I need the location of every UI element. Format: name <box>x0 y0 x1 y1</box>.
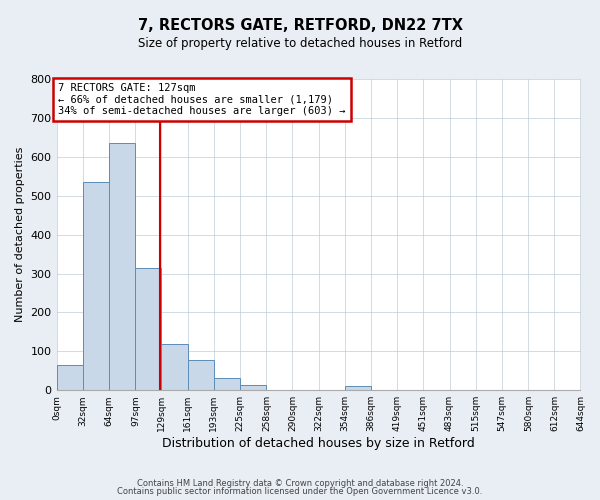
Text: 7 RECTORS GATE: 127sqm
← 66% of detached houses are smaller (1,179)
34% of semi-: 7 RECTORS GATE: 127sqm ← 66% of detached… <box>58 83 346 116</box>
Bar <box>161 344 188 390</box>
Text: Contains public sector information licensed under the Open Government Licence v3: Contains public sector information licen… <box>118 487 482 496</box>
Text: 7, RECTORS GATE, RETFORD, DN22 7TX: 7, RECTORS GATE, RETFORD, DN22 7TX <box>137 18 463 32</box>
Bar <box>136 268 161 390</box>
Text: Size of property relative to detached houses in Retford: Size of property relative to detached ho… <box>138 38 462 51</box>
Bar <box>188 360 214 390</box>
Bar <box>239 385 266 390</box>
Bar <box>109 143 136 390</box>
Text: Contains HM Land Registry data © Crown copyright and database right 2024.: Contains HM Land Registry data © Crown c… <box>137 478 463 488</box>
Bar <box>344 386 371 390</box>
Bar <box>83 182 109 390</box>
Bar <box>214 378 239 390</box>
Bar <box>56 365 83 390</box>
X-axis label: Distribution of detached houses by size in Retford: Distribution of detached houses by size … <box>162 437 475 450</box>
Y-axis label: Number of detached properties: Number of detached properties <box>15 147 25 322</box>
